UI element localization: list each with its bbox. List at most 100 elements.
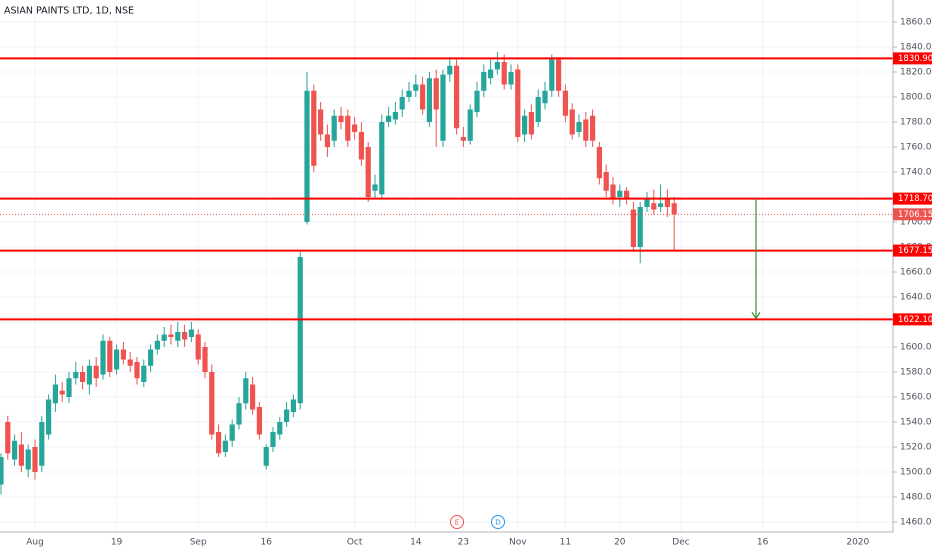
candle-body bbox=[100, 340, 106, 375]
candle-body bbox=[596, 147, 602, 179]
candle-body bbox=[494, 62, 500, 70]
candle-body bbox=[583, 119, 589, 141]
candle-body bbox=[0, 457, 4, 485]
candle-body bbox=[277, 422, 283, 435]
candle-body bbox=[229, 424, 235, 441]
x-tick-label: 23 bbox=[458, 538, 469, 548]
y-tick-label: 1540.00 bbox=[900, 418, 932, 428]
x-tick-label: Sep bbox=[190, 538, 207, 548]
candle-body bbox=[243, 378, 249, 404]
candle-body bbox=[399, 97, 405, 110]
level-price-label: 1622.10 bbox=[898, 315, 932, 325]
candle-body bbox=[569, 109, 575, 135]
level-price-label: 1677.15 bbox=[898, 246, 932, 256]
candle-body bbox=[256, 407, 262, 435]
candle-body bbox=[671, 203, 677, 215]
x-tick-label: Oct bbox=[347, 538, 363, 548]
y-tick-label: 1840.00 bbox=[900, 43, 932, 53]
candle-body bbox=[637, 207, 643, 247]
grid bbox=[0, 0, 893, 532]
candle-body bbox=[195, 334, 201, 360]
y-tick-label: 1700.00 bbox=[900, 218, 932, 228]
event-marker[interactable] bbox=[450, 515, 464, 529]
candle-body bbox=[345, 115, 351, 141]
candle-body bbox=[460, 137, 466, 141]
candle-body bbox=[658, 203, 664, 207]
candle-body bbox=[562, 90, 568, 116]
candle-body bbox=[182, 332, 188, 340]
candle-body bbox=[222, 440, 228, 452]
candle-body bbox=[114, 349, 120, 370]
x-tick-label: 2020 bbox=[846, 538, 869, 548]
x-tick-label: Aug bbox=[26, 538, 44, 548]
candle-body bbox=[73, 372, 79, 379]
y-tick-label: 1560.00 bbox=[900, 393, 932, 403]
y-tick-label: 1780.00 bbox=[900, 118, 932, 128]
arrow-head bbox=[751, 312, 761, 320]
candle-body bbox=[134, 362, 140, 379]
y-tick-label: 1580.00 bbox=[900, 368, 932, 378]
candle-body bbox=[148, 349, 154, 366]
candle-body bbox=[515, 69, 521, 137]
candle-body bbox=[311, 90, 317, 166]
candle-body bbox=[168, 334, 174, 337]
candle-body bbox=[250, 384, 256, 410]
candle-body bbox=[447, 65, 453, 75]
y-tick-label: 1600.00 bbox=[900, 343, 932, 353]
x-tick-label: Nov bbox=[509, 538, 527, 548]
candle-body bbox=[304, 90, 310, 222]
candle-body bbox=[290, 399, 296, 412]
candle-body bbox=[331, 115, 337, 141]
event-marker[interactable] bbox=[491, 515, 505, 529]
y-tick-label: 1740.00 bbox=[900, 168, 932, 178]
last-price-label: 1706.15 bbox=[898, 210, 932, 220]
candle-body bbox=[379, 122, 385, 195]
candle-body bbox=[358, 132, 364, 160]
candle-body bbox=[338, 115, 344, 122]
candle-body bbox=[528, 112, 534, 135]
candle-body bbox=[284, 409, 290, 422]
candle-body bbox=[610, 184, 616, 200]
level-price-box bbox=[893, 52, 932, 65]
candle-body bbox=[175, 332, 181, 341]
candle-body bbox=[508, 72, 514, 85]
candle-body bbox=[467, 109, 473, 141]
candle-body bbox=[406, 90, 412, 97]
last-price-box bbox=[893, 208, 932, 221]
candle-body bbox=[630, 209, 636, 247]
candle-body bbox=[365, 147, 371, 197]
candle-body bbox=[386, 115, 392, 122]
candle-body bbox=[426, 78, 432, 122]
level-price-box bbox=[893, 244, 932, 257]
x-tick-label: Dec bbox=[672, 538, 689, 548]
candle-body bbox=[420, 84, 426, 110]
y-tick-label: 1500.00 bbox=[900, 468, 932, 478]
candle-body bbox=[52, 384, 58, 404]
candle-body bbox=[501, 62, 507, 85]
event-label: D bbox=[495, 519, 500, 527]
candle-body bbox=[25, 449, 31, 470]
candle-body bbox=[651, 203, 657, 210]
candle-body bbox=[522, 115, 528, 135]
level-price-label: 1830.90 bbox=[898, 54, 932, 64]
candle-body bbox=[454, 65, 460, 129]
candle-body bbox=[297, 257, 303, 404]
candle-body bbox=[644, 199, 650, 207]
candle-body bbox=[624, 190, 630, 200]
candle-body bbox=[270, 432, 276, 447]
candle-body bbox=[127, 359, 133, 366]
candle-body bbox=[372, 184, 378, 191]
candle-body bbox=[392, 112, 398, 120]
x-tick-label: 16 bbox=[260, 538, 272, 548]
y-tick-label: 1660.00 bbox=[900, 268, 932, 278]
candle-body bbox=[32, 447, 38, 472]
candle-body bbox=[481, 72, 487, 91]
candle-body bbox=[18, 444, 24, 466]
level-price-box bbox=[893, 192, 932, 205]
candle-body bbox=[413, 84, 419, 91]
candle-body bbox=[263, 447, 269, 466]
candle-body bbox=[440, 74, 446, 141]
candle-body bbox=[549, 59, 555, 91]
